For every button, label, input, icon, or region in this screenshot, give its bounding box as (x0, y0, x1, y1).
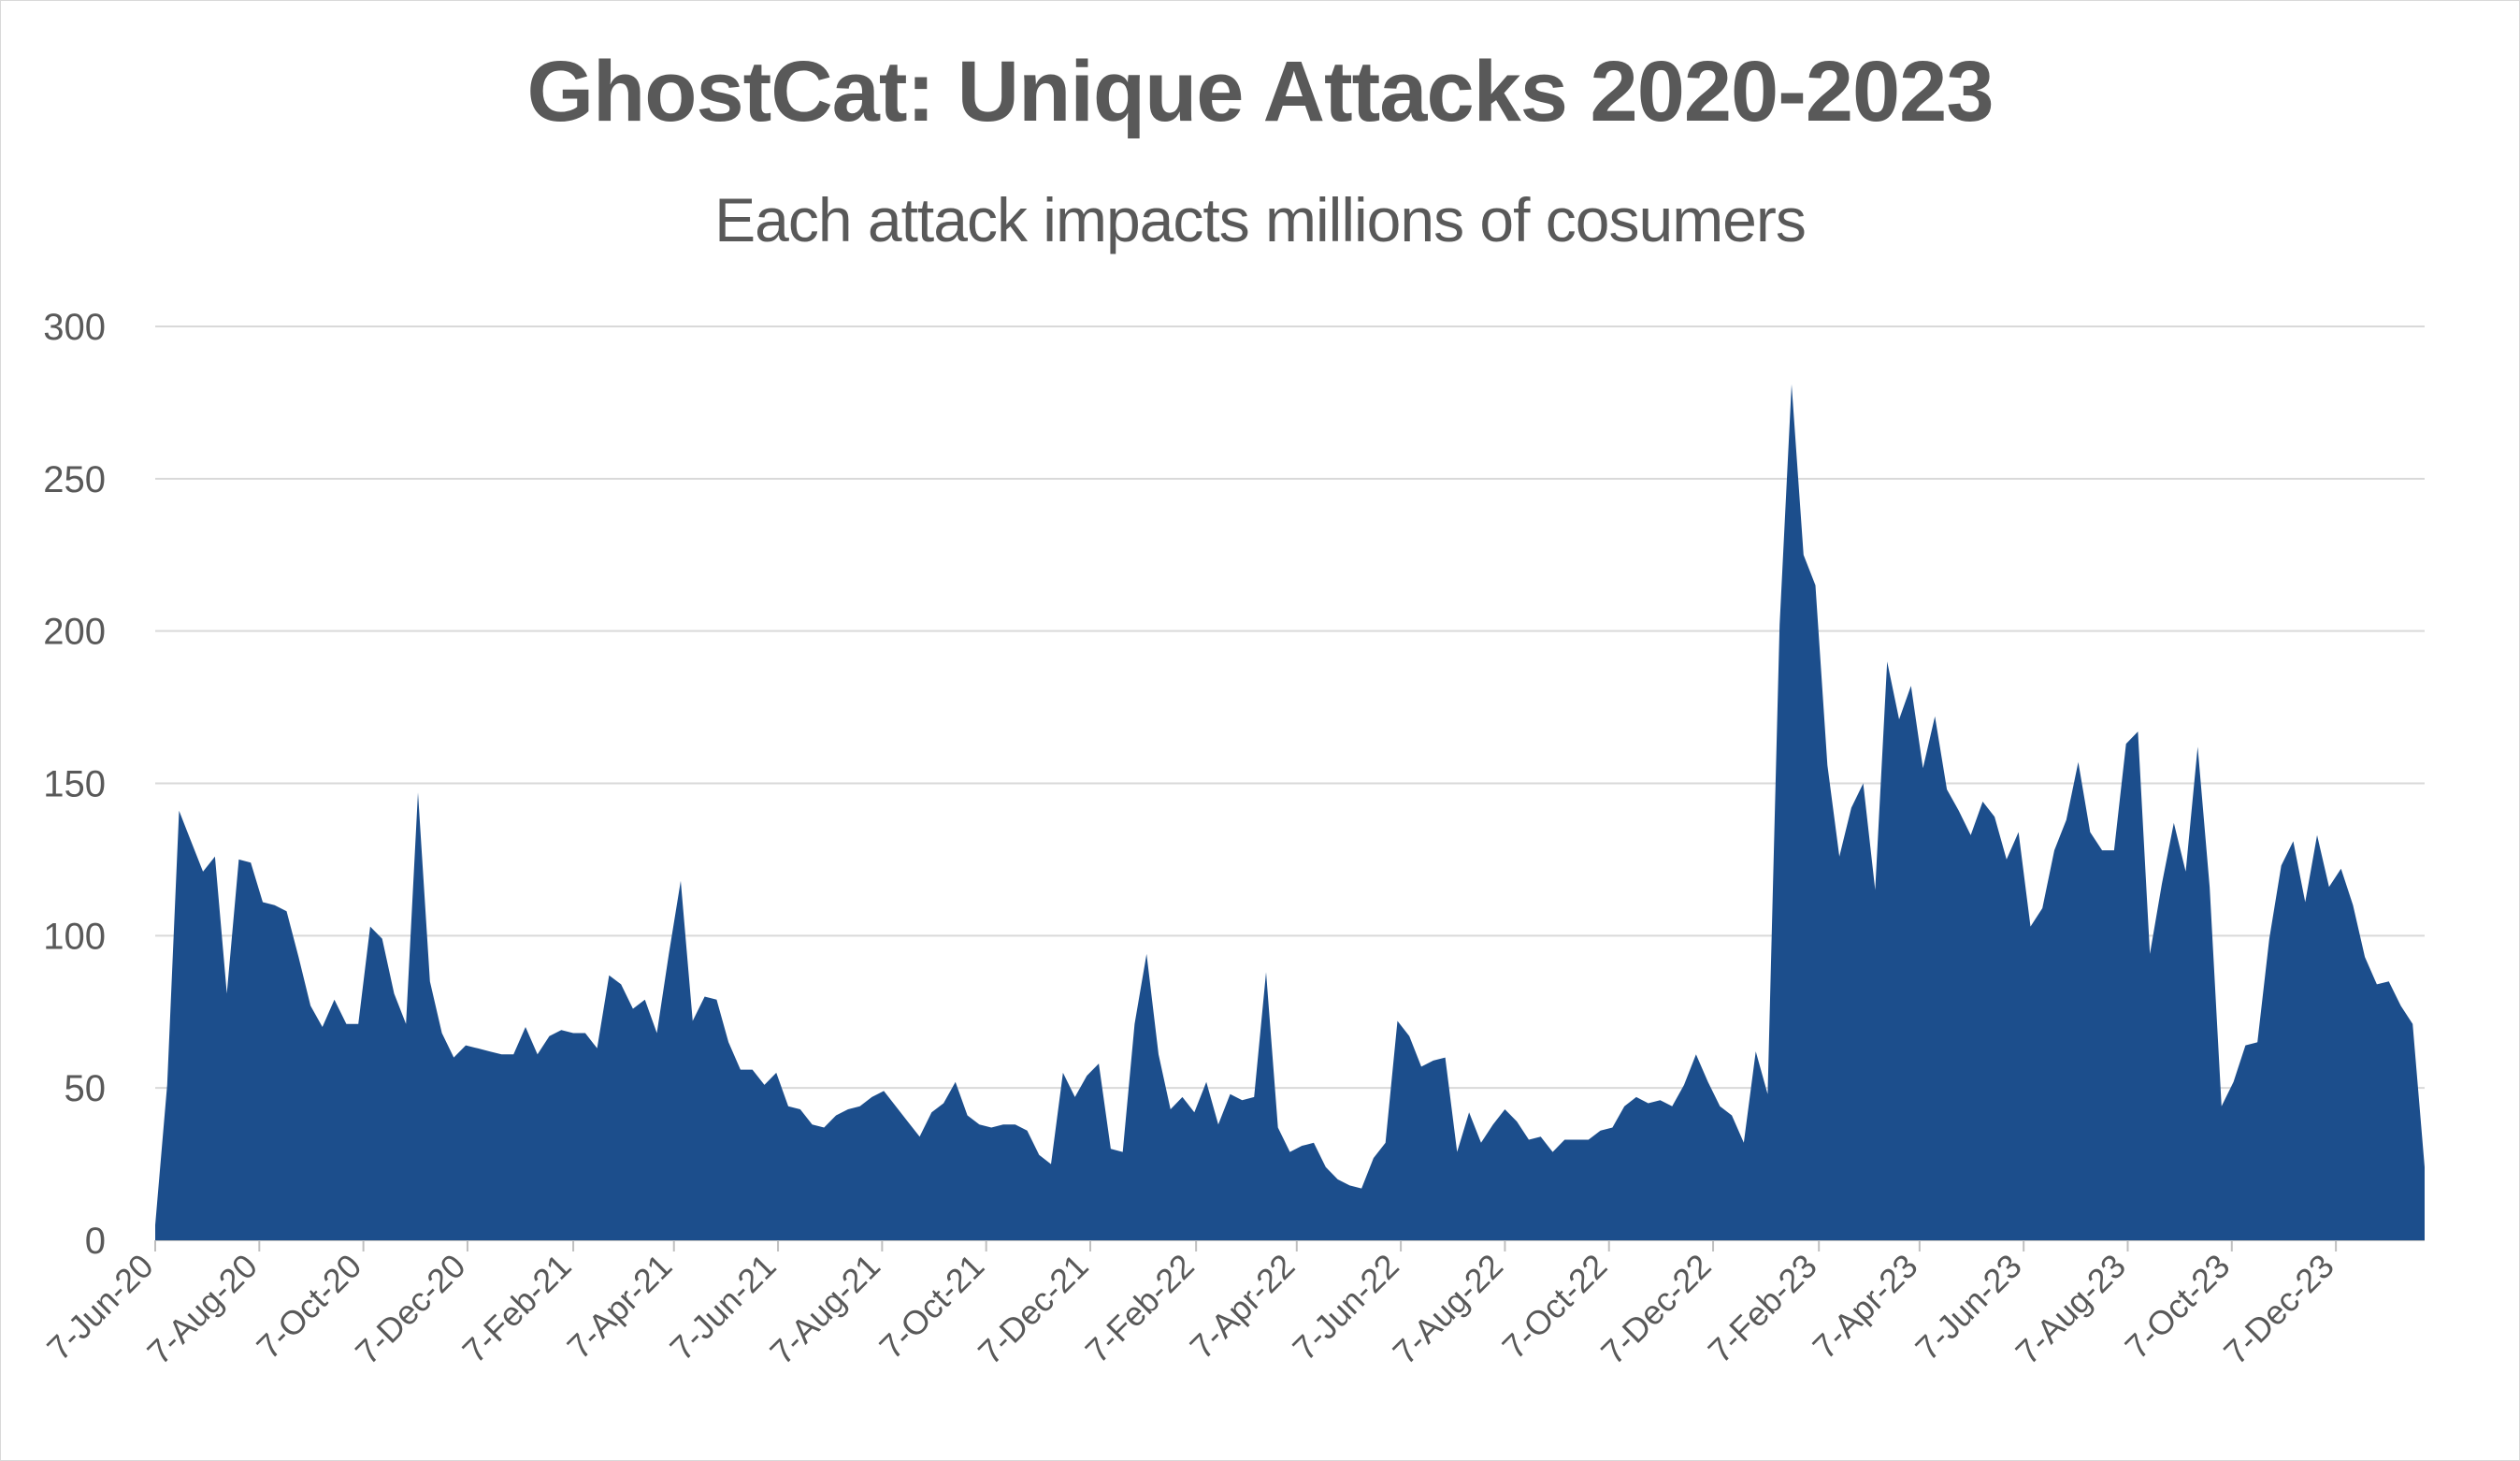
x-tick-label: 7-Jun-21 (662, 1247, 783, 1367)
x-tick-label: 7-Aug-23 (2008, 1247, 2133, 1372)
x-tick-label: 7-Aug-20 (139, 1247, 265, 1372)
y-tick-label: 200 (43, 612, 106, 653)
y-tick-label: 300 (43, 307, 106, 348)
area-series (155, 383, 2425, 1240)
x-tick-label: 7-Feb-22 (1078, 1247, 1202, 1370)
x-tick-label: 7-Dec-21 (971, 1247, 1096, 1372)
y-axis: 0 50 100 150 200 250 300 (43, 307, 106, 1262)
area-fill (155, 383, 2425, 1240)
chart-subtitle: Each attack impacts millions of cosumers (714, 185, 1807, 254)
chart-title: GhostCat: Unique Attacks 2020-2023 (526, 44, 1994, 139)
x-tick-label: 7-Feb-23 (1701, 1247, 1824, 1370)
x-tick-label: 7-Jun-20 (39, 1247, 160, 1367)
x-tick-label: 7-Dec-20 (348, 1247, 473, 1372)
x-tick-label: 7-Aug-22 (1385, 1247, 1510, 1372)
x-axis: 7-Jun-207-Aug-207-Oct-207-Dec-207-Feb-21… (39, 1240, 2341, 1371)
y-tick-label: 150 (43, 764, 106, 805)
y-tick-label: 100 (43, 916, 106, 957)
x-tick-label: 7-Feb-21 (454, 1247, 578, 1370)
y-tick-label: 50 (65, 1068, 107, 1109)
x-tick-label: 7-Jun-23 (1908, 1247, 2028, 1367)
x-tick-label: 7-Apr-22 (1182, 1247, 1302, 1367)
y-tick-label: 250 (43, 459, 106, 500)
y-tick-label: 0 (85, 1221, 106, 1262)
x-tick-label: 7-Aug-21 (762, 1247, 887, 1372)
x-tick-label: 7-Dec-23 (2216, 1247, 2341, 1372)
x-tick-label: 7-Apr-23 (1805, 1247, 1924, 1367)
x-tick-label: 7-Apr-21 (559, 1247, 679, 1367)
x-tick-label: 7-Jun-22 (1285, 1247, 1405, 1367)
x-tick-label: 7-Dec-22 (1593, 1247, 1719, 1372)
